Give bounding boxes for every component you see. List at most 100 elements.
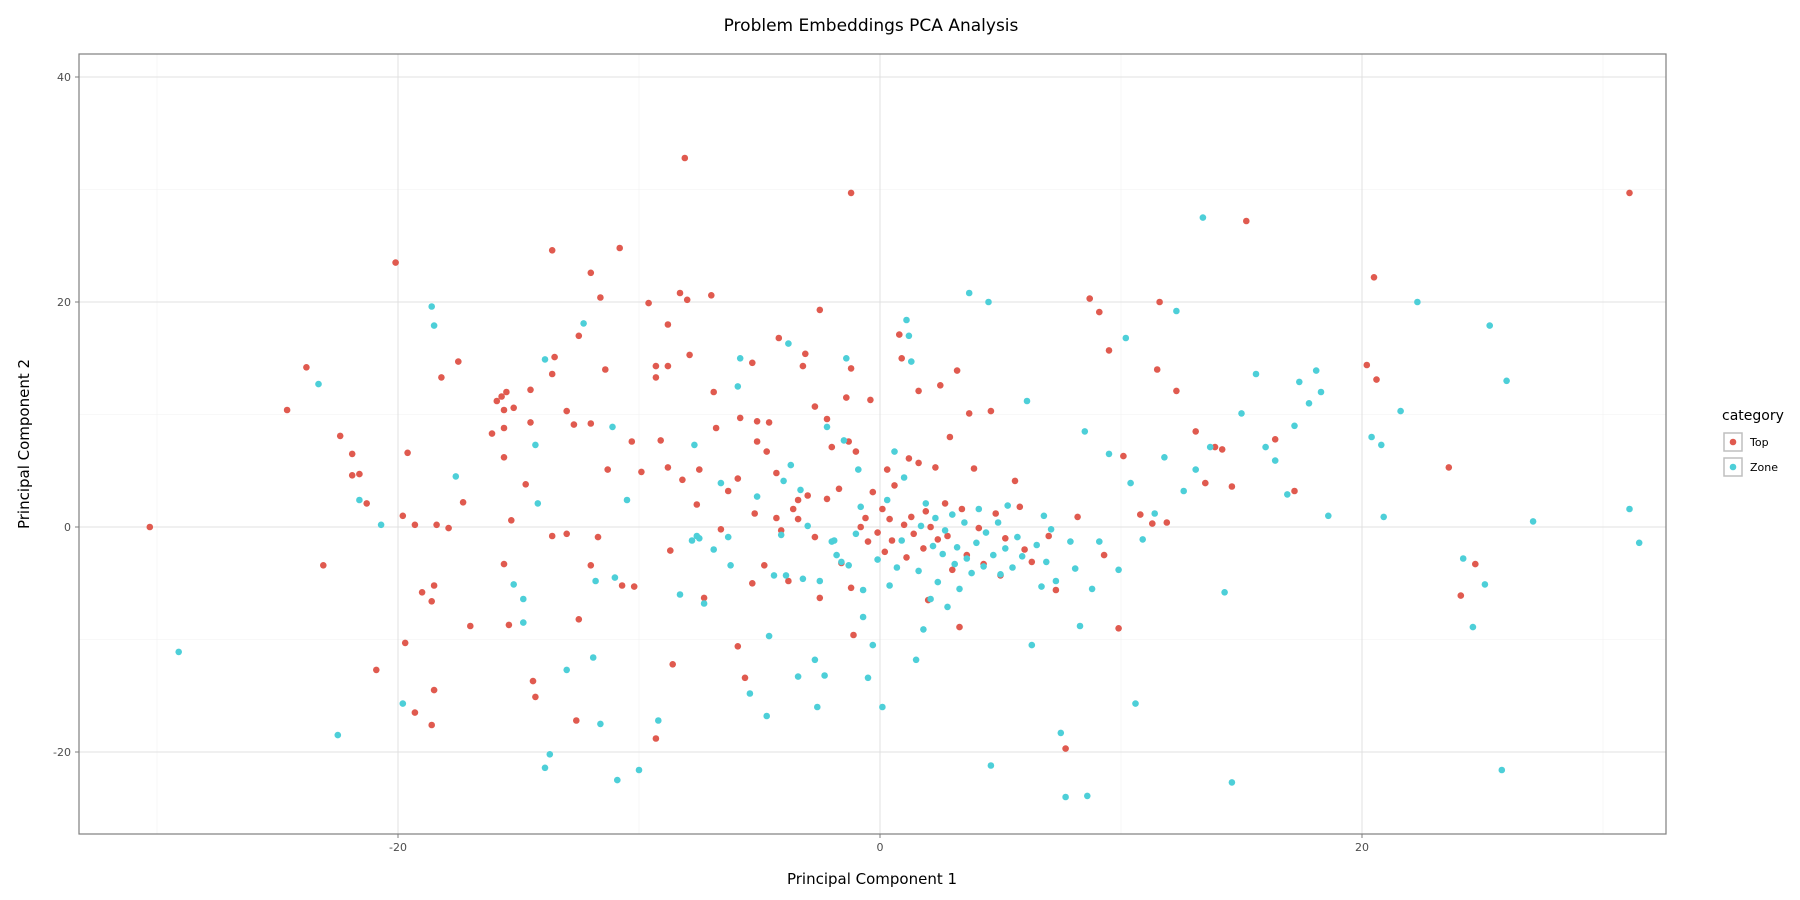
data-point (1062, 745, 1069, 752)
data-point (348, 450, 356, 458)
data-point (1271, 457, 1279, 464)
data-point (874, 529, 881, 536)
data-point (1163, 519, 1171, 526)
data-point (587, 562, 595, 569)
data-point (736, 355, 744, 362)
data-point (488, 430, 496, 437)
data-point (994, 519, 1002, 526)
data-point (602, 366, 609, 373)
data-point (611, 574, 619, 581)
grid-lines (79, 54, 1666, 834)
data-point (944, 532, 951, 540)
data-point (927, 523, 934, 531)
legend-title: category (1722, 408, 1784, 424)
data-point (1096, 538, 1103, 545)
data-point (541, 356, 549, 363)
data-point (816, 577, 824, 585)
data-point (430, 582, 438, 589)
data-point (852, 530, 860, 538)
data-point (939, 550, 946, 558)
data-point (908, 358, 915, 365)
data-point (1057, 729, 1065, 737)
data-point (900, 474, 908, 481)
data-point (932, 514, 939, 522)
data-point (777, 531, 785, 539)
data-point (652, 735, 660, 742)
data-point (1481, 581, 1489, 588)
data-point (710, 388, 717, 396)
data-point (676, 289, 684, 297)
data-point (1002, 545, 1009, 552)
data-point (1173, 387, 1180, 395)
data-point (336, 432, 344, 440)
data-point (912, 656, 920, 664)
data-point (500, 560, 508, 568)
data-point (823, 423, 831, 431)
data-point (734, 643, 742, 650)
data-point (883, 466, 891, 473)
data-point (373, 666, 380, 674)
data-point (377, 521, 385, 529)
data-point (773, 469, 780, 477)
data-point (1626, 189, 1633, 197)
data-point (922, 508, 930, 515)
data-point (937, 382, 944, 389)
axis-ticks: -20 0 20 -20 0 20 40 (53, 71, 1369, 854)
data-point (1486, 322, 1493, 329)
data-point (1115, 566, 1122, 574)
data-point (708, 292, 715, 299)
data-point (1291, 422, 1298, 430)
data-point (635, 766, 643, 774)
data-point (927, 595, 934, 603)
data-point (888, 537, 896, 544)
data-point (401, 639, 409, 647)
data-point (840, 437, 848, 444)
data-point (797, 486, 804, 494)
y-tick-label: 20 (57, 296, 71, 309)
data-point (609, 423, 616, 431)
data-point (879, 505, 886, 513)
data-point (794, 515, 802, 523)
data-point (686, 351, 693, 359)
data-point (597, 720, 604, 728)
data-point (891, 448, 898, 455)
data-point (857, 503, 864, 511)
data-point (664, 321, 672, 328)
data-point (1096, 308, 1103, 316)
data-point (1503, 377, 1510, 385)
data-point (990, 551, 997, 559)
data-point (1033, 541, 1040, 549)
data-point (667, 547, 674, 554)
data-point (804, 492, 811, 499)
data-point (780, 477, 787, 485)
data-point (1038, 583, 1045, 590)
data-point (618, 582, 626, 589)
data-point (1378, 441, 1385, 449)
data-point (1202, 479, 1209, 487)
data-point (691, 441, 698, 449)
data-point (886, 582, 893, 589)
data-point (1149, 520, 1156, 527)
data-point (741, 674, 749, 682)
data-point (700, 594, 708, 602)
data-point (1180, 487, 1187, 495)
data-point (953, 544, 961, 551)
data-point (949, 566, 956, 574)
data-point (1045, 532, 1052, 540)
data-point (941, 500, 949, 507)
data-point (614, 776, 621, 784)
data-point (348, 472, 356, 479)
data-point (1635, 539, 1643, 547)
data-point (428, 598, 436, 605)
data-point (493, 397, 501, 405)
data-point (1498, 766, 1506, 774)
data-point (920, 545, 927, 552)
data-point (1139, 536, 1146, 543)
data-point (320, 562, 327, 569)
data-point (1238, 410, 1245, 417)
data-point (915, 567, 922, 575)
data-point (985, 298, 992, 306)
x-tick-label: -20 (389, 841, 407, 854)
data-point (433, 521, 440, 529)
data-point (1472, 560, 1479, 568)
